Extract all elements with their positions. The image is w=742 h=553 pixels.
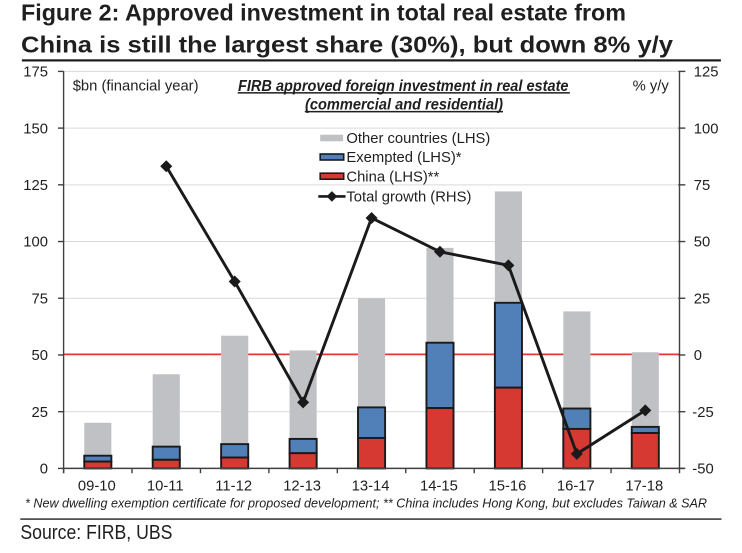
svg-text:17-18: 17-18 [625, 479, 663, 495]
svg-text:China is still the largest sha: China is still the largest share (30%), … [21, 32, 673, 58]
svg-text:14-15: 14-15 [420, 479, 458, 495]
svg-text:100: 100 [694, 121, 719, 137]
svg-text:FIRB approved foreign investme: FIRB approved foreign investment in real… [238, 78, 569, 95]
svg-text:125: 125 [23, 178, 48, 194]
svg-text:Exempted (LHS)*: Exempted (LHS)* [346, 150, 461, 166]
svg-text:25: 25 [694, 291, 710, 307]
svg-text:100: 100 [23, 235, 48, 251]
svg-text:Source: FIRB, UBS: Source: FIRB, UBS [20, 522, 172, 544]
svg-text:75: 75 [32, 291, 48, 307]
svg-text:175: 175 [23, 65, 48, 81]
svg-text:0: 0 [40, 462, 48, 478]
svg-text:* New dwelling exemption certi: * New dwelling exemption certificate for… [25, 496, 707, 511]
svg-text:16-17: 16-17 [557, 479, 595, 495]
svg-text:50: 50 [694, 235, 710, 251]
svg-text:50: 50 [32, 348, 48, 364]
svg-text:Total growth (RHS): Total growth (RHS) [346, 190, 471, 206]
svg-text:125: 125 [694, 65, 719, 81]
svg-text:25: 25 [32, 405, 48, 421]
svg-text:0: 0 [694, 348, 702, 364]
svg-text:11-12: 11-12 [215, 479, 252, 495]
svg-text:(commercial and residential): (commercial and residential) [305, 96, 503, 113]
svg-text:Other countries (LHS): Other countries (LHS) [346, 131, 490, 147]
svg-text:-50: -50 [692, 462, 713, 478]
svg-text:Figure 2: Approved investment: Figure 2: Approved investment in total r… [21, 0, 626, 25]
svg-text:-25: -25 [692, 405, 713, 421]
svg-text:09-10: 09-10 [78, 479, 116, 495]
svg-text:$bn (financial year): $bn (financial year) [73, 78, 199, 94]
svg-text:12-13: 12-13 [283, 479, 321, 495]
svg-text:150: 150 [23, 121, 48, 137]
svg-text:13-14: 13-14 [352, 479, 390, 495]
svg-text:China (LHS)**: China (LHS)** [346, 169, 439, 185]
svg-text:75: 75 [694, 178, 710, 194]
svg-text:15-16: 15-16 [488, 479, 526, 495]
svg-text:10-11: 10-11 [147, 479, 184, 495]
svg-text:% y/y: % y/y [633, 78, 670, 94]
